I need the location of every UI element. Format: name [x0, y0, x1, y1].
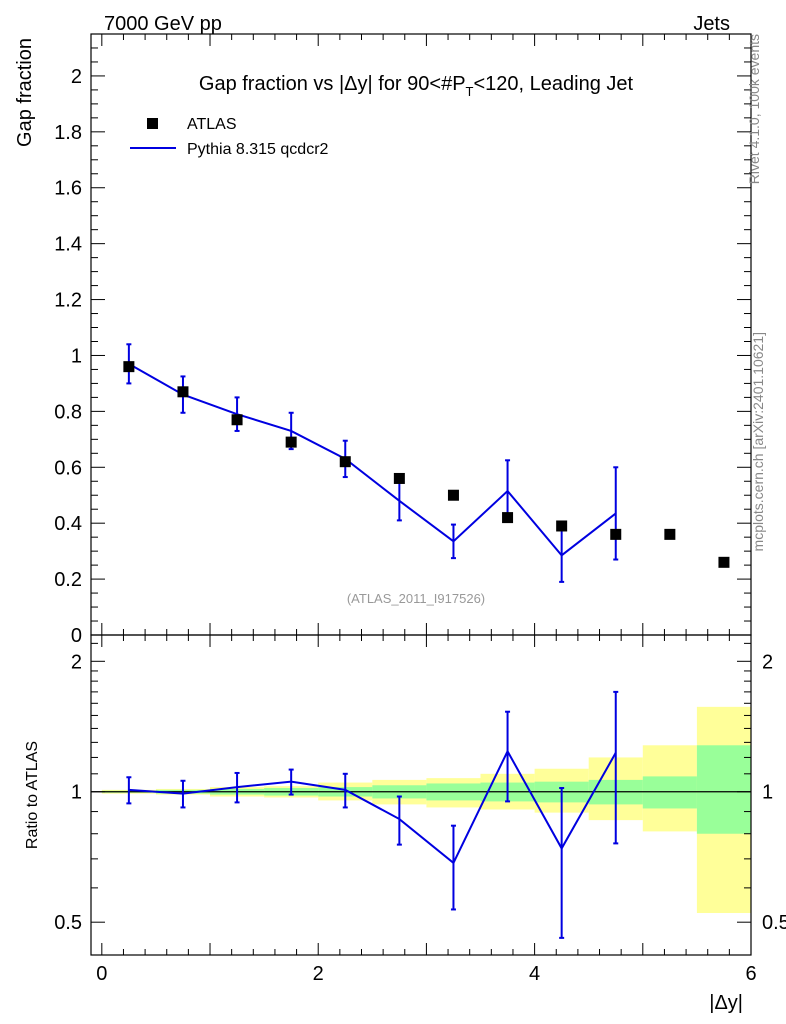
atlas-data-point: [718, 556, 730, 568]
main-mc-series: [126, 343, 619, 583]
ratio-xtick-label: 6: [745, 963, 756, 985]
main-ytick-label: 1.2: [54, 290, 82, 312]
mcplots-label: mcplots.cern.ch [arXiv:2401.10621]: [750, 332, 766, 551]
header-left-label: 7000 GeV pp: [104, 13, 222, 35]
ratio-mc-line: [128, 749, 617, 865]
atlas-data-point: [556, 520, 568, 532]
atlas-data-point: [610, 528, 622, 540]
main-data-series: [123, 361, 730, 568]
main-ytick-label: 0.2: [54, 569, 82, 591]
main-ytick-label: 0.4: [54, 513, 82, 535]
ratio-plot-frame: [90, 634, 752, 956]
main-ytick-label: 0: [71, 625, 82, 647]
ratio-band-green: [696, 745, 751, 834]
atlas-data-point: [123, 361, 135, 373]
analysis-watermark: (ATLAS_2011_I917526): [347, 591, 485, 606]
ratio-mc-series: [126, 690, 619, 939]
ratio-ytick-label: 2: [71, 651, 82, 673]
main-mc-line: [128, 362, 617, 557]
main-ytick-label: 1.8: [54, 122, 82, 144]
legend-atlas-marker: [147, 118, 158, 129]
main-title-t: T: [466, 84, 474, 99]
main-ylabel: Gap fraction: [14, 38, 36, 147]
main-title-p: P: [452, 73, 465, 95]
legend: ATLAS Pythia 8.315 qcdcr2: [130, 116, 329, 158]
main-ytick-label: 1.4: [54, 234, 82, 256]
atlas-data-point: [502, 512, 514, 524]
atlas-data-point: [664, 528, 676, 540]
atlas-data-point: [231, 414, 243, 426]
ratio-xtick-label: 2: [313, 963, 324, 985]
rivet-version-label: Rivet 4.1.0, 100k events: [746, 34, 762, 184]
main-title-prefix: Gap fraction vs |Δy| for 90<#: [199, 73, 453, 95]
ratio-ytick-label-right: 1: [762, 782, 773, 804]
ratio-ytick-label-right: 0.5: [762, 912, 786, 934]
ratio-xlabel: |Δy|: [709, 992, 743, 1014]
ratio-ytick-label: 0.5: [54, 912, 82, 934]
ratio-xtick-label: 4: [529, 963, 540, 985]
atlas-data-point: [339, 456, 351, 468]
main-ytick-label: 2: [71, 66, 82, 88]
main-title-suffix: <120, Leading Jet: [474, 73, 634, 95]
main-ytick-label: 0.8: [54, 401, 82, 423]
atlas-data-point: [285, 436, 297, 448]
ratio-band-green: [642, 776, 697, 809]
ratio-ytick-label-right: 2: [762, 651, 773, 673]
ratio-ytick-label: 1: [71, 782, 82, 804]
atlas-data-point: [447, 489, 459, 501]
main-title: Gap fraction vs |Δy| for 90<#PT<120, Lea…: [199, 73, 634, 99]
atlas-data-point: [177, 386, 189, 398]
ratio-ylabel: Ratio to ATLAS: [24, 741, 41, 849]
ratio-xtick-label: 0: [96, 963, 107, 985]
ratio-plot-panel: Ratio to ATLAS |Δy| 0 2 4 6 0.5 0.5 1 1 2 2: [24, 634, 786, 1014]
legend-atlas-label: ATLAS: [187, 116, 237, 133]
main-ytick-label: 0.6: [54, 457, 82, 479]
legend-pythia-label: Pythia 8.315 qcdcr2: [187, 141, 329, 158]
header-right-label: Jets: [693, 13, 730, 35]
main-ytick-label: 1.6: [54, 178, 82, 200]
atlas-data-point: [393, 472, 405, 484]
main-plot-panel: Gap fraction vs |Δy| for 90<#PT<120, Lea…: [14, 33, 752, 647]
main-ytick-label: 1: [71, 345, 82, 367]
